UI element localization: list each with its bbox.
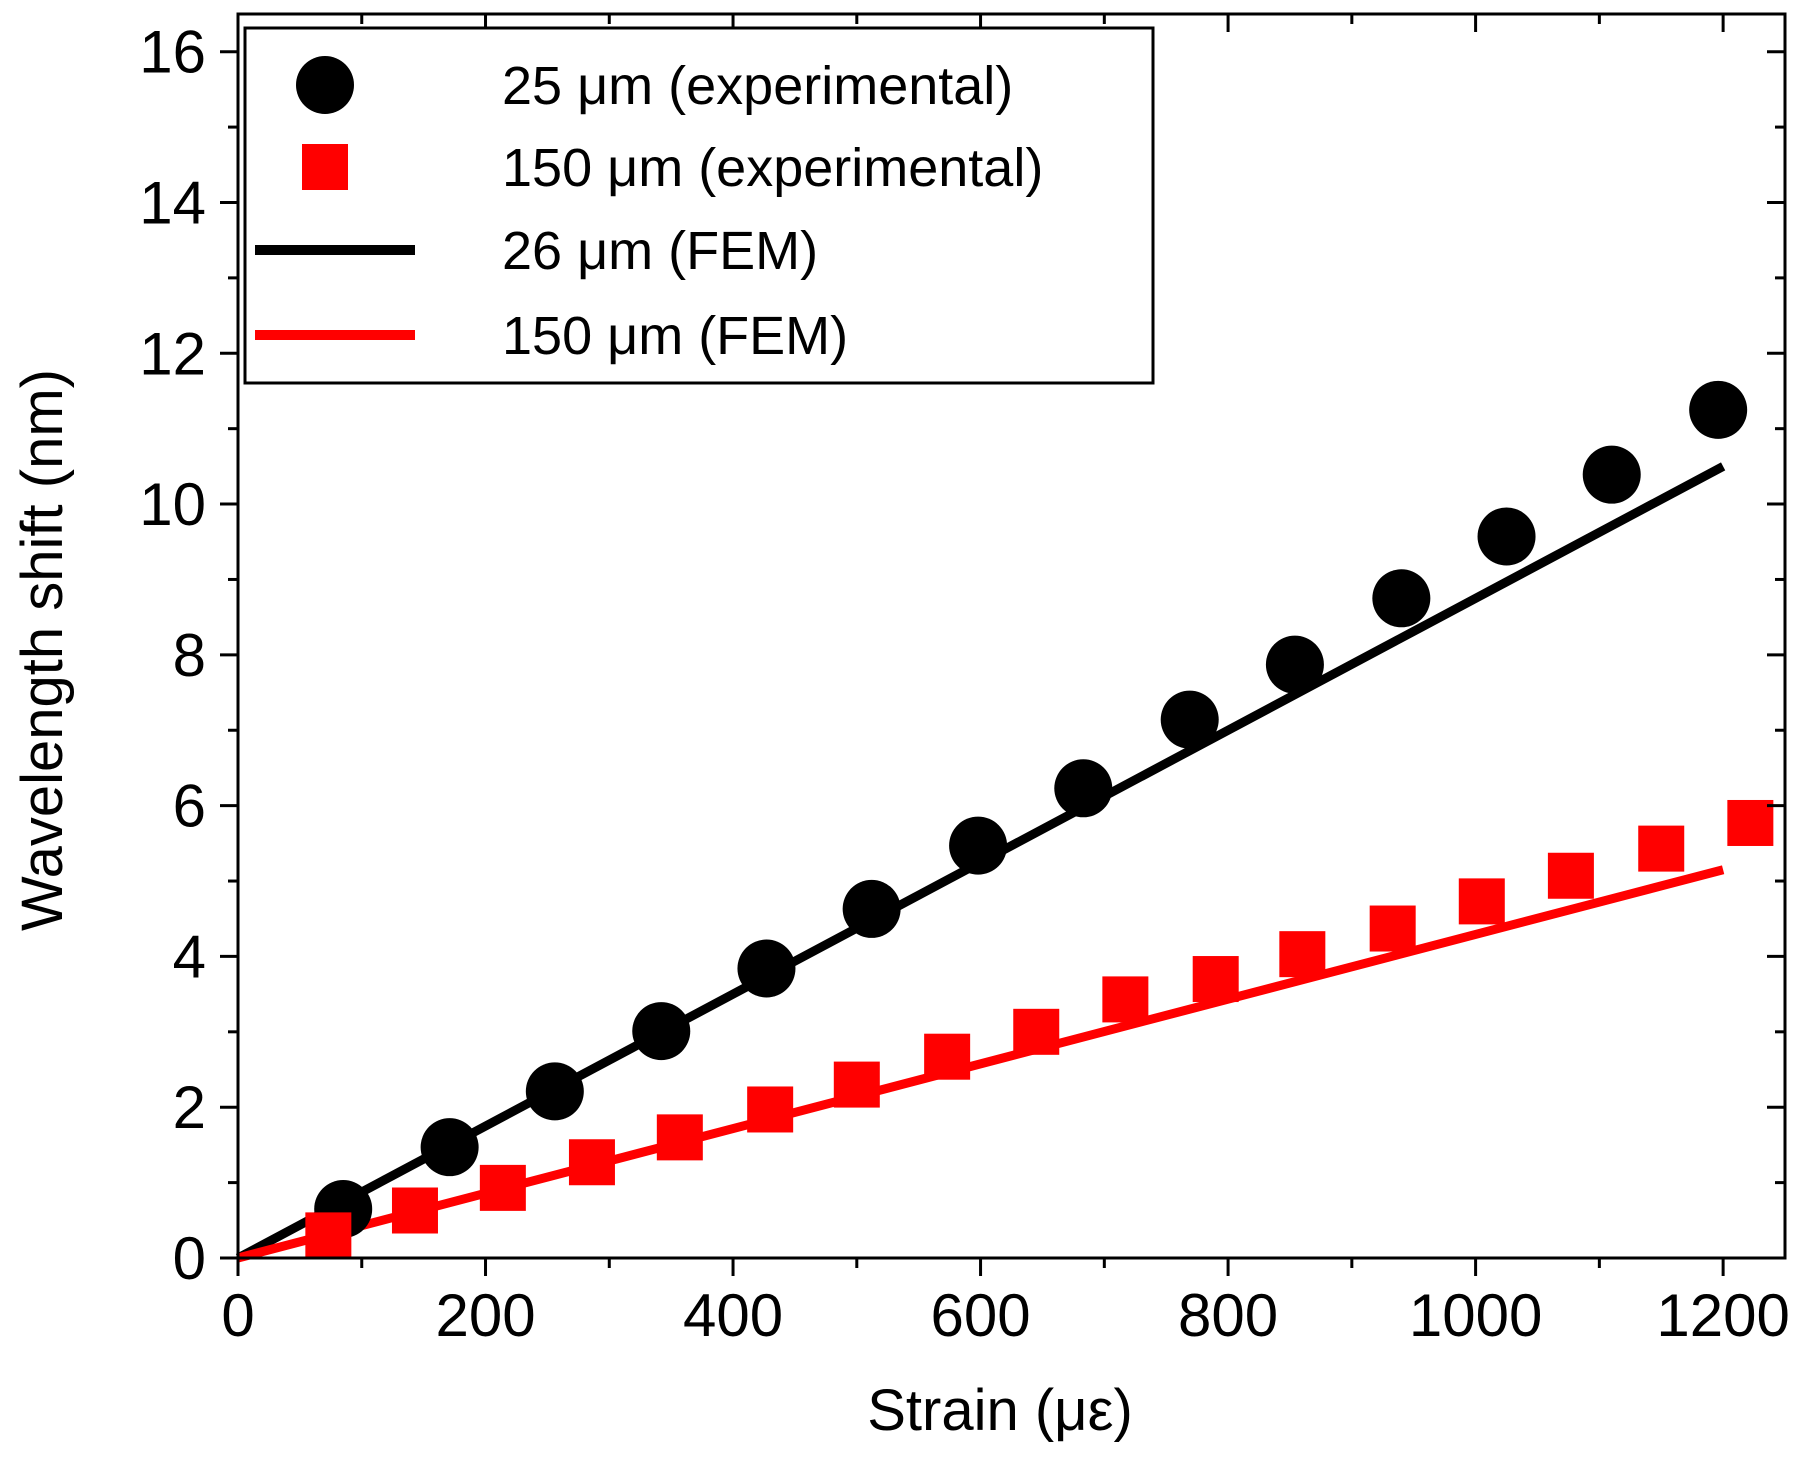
legend-symbol — [296, 56, 354, 114]
data-point-circle — [420, 1118, 479, 1177]
legend-marker-circle — [296, 56, 354, 114]
data-point-square — [1013, 1008, 1060, 1055]
y-tick-label: 0 — [173, 1225, 206, 1292]
data-point-square — [391, 1187, 438, 1234]
legend-box — [243, 26, 1155, 385]
y-tick-label: 8 — [173, 622, 206, 689]
x-tick-label: 1200 — [1656, 1282, 1789, 1349]
data-point-square — [1458, 878, 1505, 925]
y-tick-label: 14 — [139, 169, 206, 236]
x-tick-label: 1000 — [1409, 1282, 1542, 1349]
data-point-square — [833, 1061, 880, 1108]
data-point-square — [1638, 825, 1685, 872]
data-point-square — [747, 1086, 794, 1133]
x-axis-title: Strain (με) — [867, 1378, 1133, 1443]
legend-symbol — [302, 144, 348, 190]
data-point-square — [1727, 799, 1774, 846]
y-tick-label: 12 — [139, 320, 206, 387]
data-point-square — [924, 1033, 971, 1080]
data-point-square — [305, 1212, 352, 1259]
plot-frame — [236, 12, 1787, 1260]
data-point-circle — [1265, 635, 1324, 694]
data-point-square — [1369, 905, 1416, 952]
data-point-circle — [1582, 445, 1641, 504]
data-point-circle — [1160, 690, 1219, 749]
legend-marker-square — [302, 144, 348, 190]
fem-line — [236, 865, 1725, 1263]
x-tick-label: 800 — [1178, 1282, 1278, 1349]
x-tick-label: 400 — [683, 1282, 783, 1349]
data-point-circle — [1477, 507, 1536, 566]
series-4 — [236, 865, 1725, 1263]
x-tick-label: 200 — [435, 1282, 535, 1349]
data-point-circle — [949, 816, 1008, 875]
legend-label: 26 μm (FEM) — [502, 221, 818, 281]
y-tick-label: 2 — [173, 1074, 206, 1141]
data-point-square — [1192, 956, 1239, 1003]
x-tick-label: 600 — [931, 1282, 1031, 1349]
legend-label: 150 μm (experimental) — [502, 138, 1043, 198]
data-point-circle — [1689, 380, 1748, 439]
data-point-circle — [842, 879, 901, 938]
axes: 0 200 400 600 800 1000 1200 0 2 4 6 8 10 12 14 16 — [139, 12, 1790, 1349]
plot-area — [235, 380, 1774, 1263]
y-tick-label: 4 — [173, 923, 206, 990]
y-tick-label: 10 — [139, 471, 206, 538]
y-tick-label: 6 — [173, 773, 206, 840]
data-point-square — [1547, 852, 1594, 899]
data-point-square — [1102, 976, 1149, 1023]
data-point-circle — [1054, 759, 1113, 818]
data-point-circle — [737, 939, 796, 998]
legend-label: 25 μm (experimental) — [502, 56, 1013, 116]
legend: 25 μm (experimental) 150 μm (experimental… — [243, 26, 1155, 385]
data-point-circle — [632, 1002, 691, 1061]
legend-label: 150 μm (FEM) — [502, 306, 848, 366]
y-tick-label: 16 — [139, 19, 206, 86]
x-tick-label: 0 — [221, 1282, 254, 1349]
series-markers-2 — [305, 799, 1774, 1259]
data-point-square — [568, 1139, 615, 1186]
y-axis-title: Wavelength shift (nm) — [10, 369, 75, 931]
data-point-circle — [525, 1062, 584, 1121]
series-markers-1 — [314, 380, 1748, 1238]
data-point-circle — [1372, 569, 1431, 628]
data-point-square — [1279, 931, 1326, 978]
data-point-square — [479, 1164, 526, 1211]
data-point-square — [656, 1114, 703, 1161]
